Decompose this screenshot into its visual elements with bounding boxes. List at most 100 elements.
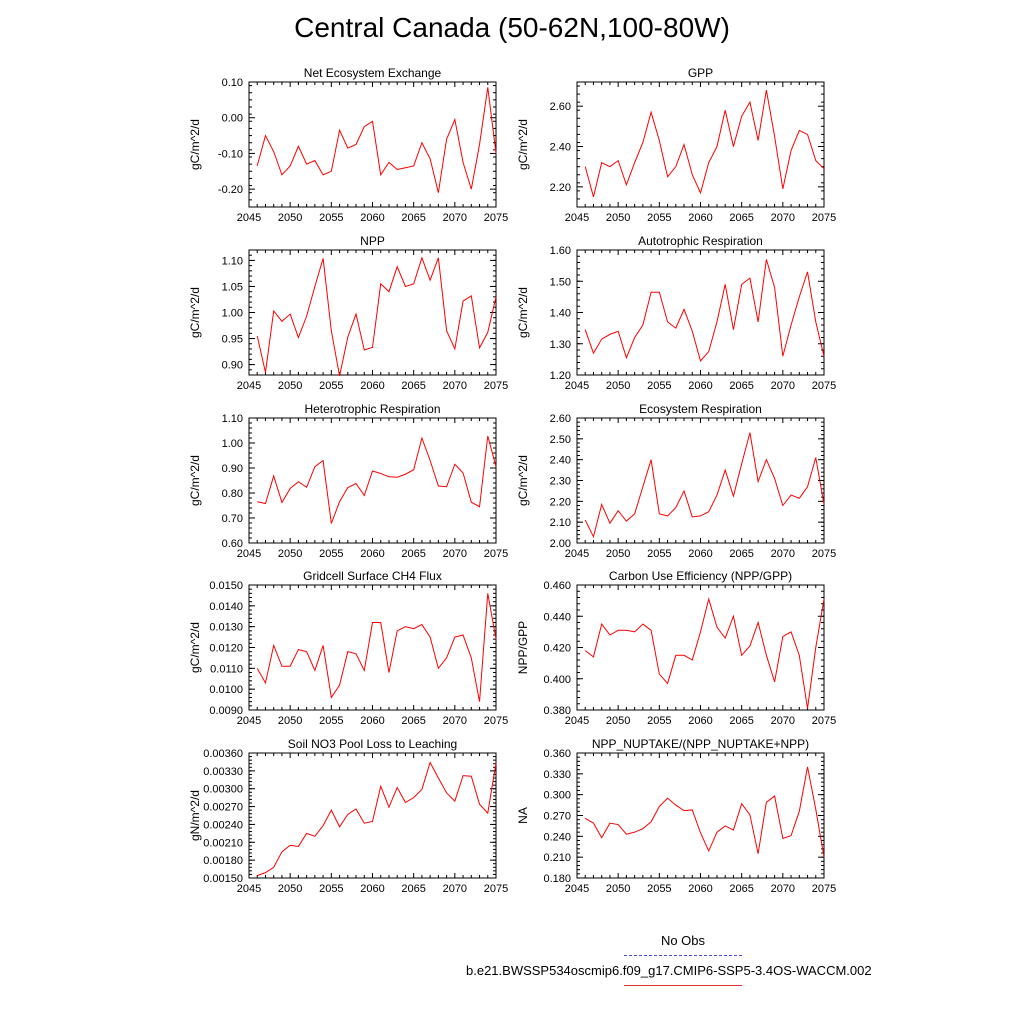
panel-4-ytick-label: 1.10 xyxy=(222,413,243,425)
panel-9-ytick-label: 0.300 xyxy=(543,790,571,802)
panel-0-xtick-label: 2045 xyxy=(237,212,261,224)
panel-7-xtick-label: 2060 xyxy=(688,715,712,727)
panel-4-ytick-label: 0.60 xyxy=(222,538,243,550)
panel-9-ytick-label: 0.270 xyxy=(543,811,571,823)
panel-9-xtick-label: 2075 xyxy=(812,883,836,895)
panel-8-ytick-label: 0.00360 xyxy=(203,748,243,760)
panel-0-ytick-label: -0.10 xyxy=(218,148,243,160)
panel-7-xtick-label: 2075 xyxy=(812,715,836,727)
panel-5-xtick-label: 2060 xyxy=(688,548,712,560)
panel-0-xtick-label: 2055 xyxy=(319,212,343,224)
panel-0-ytick-label: -0.20 xyxy=(218,184,243,196)
panel-0-xtick-label: 2075 xyxy=(484,212,508,224)
panel-8-xtick-label: 2070 xyxy=(443,883,467,895)
panel-0-series-line-0 xyxy=(256,87,497,193)
panel-0-ytick-label: 0.10 xyxy=(222,77,243,89)
panel-4-ytick-label: 0.80 xyxy=(222,488,243,500)
panel-6-plot-frame xyxy=(248,584,497,711)
panel-6-xtick-label: 2065 xyxy=(401,715,425,727)
panel-0-ylabel: gC/m^2/d xyxy=(188,119,202,170)
panel-6-ytick-label: 0.0100 xyxy=(209,684,243,696)
panel-0-xtick-label: 2070 xyxy=(443,212,467,224)
panel-8-ylabel: gN/m^2/d xyxy=(188,790,202,841)
panel-8-plot-frame xyxy=(248,752,497,879)
panel-5-title: Ecosystem Respiration xyxy=(639,402,762,416)
panel-9-xtick-label: 2060 xyxy=(688,883,712,895)
panel-5-ytick-label: 2.10 xyxy=(550,517,571,529)
panel-8-ytick-label: 0.00240 xyxy=(203,819,243,831)
panel-3-series-line-0 xyxy=(584,259,825,362)
panel-7-xtick-label: 2045 xyxy=(565,715,589,727)
panel-1-ytick-label: 2.20 xyxy=(550,182,571,194)
panel-6-ytick-label: 0.0140 xyxy=(209,601,243,613)
panel-8-xtick-label: 2065 xyxy=(401,883,425,895)
panel-8-ytick-label: 0.00330 xyxy=(203,766,243,778)
panel-7-xtick-label: 2055 xyxy=(647,715,671,727)
panel-6-ytick-label: 0.0110 xyxy=(210,663,243,675)
panel-3-ytick-label: 1.30 xyxy=(550,339,571,351)
panel-7-series-line-0 xyxy=(584,597,825,709)
panel-8-xtick-label: 2045 xyxy=(237,883,261,895)
panel-6-xtick-label: 2070 xyxy=(443,715,467,727)
panel-4-xtick-label: 2045 xyxy=(237,548,261,560)
panel-8-ytick-label: 0.00300 xyxy=(203,784,243,796)
panel-8-ytick-label: 0.00150 xyxy=(203,873,243,885)
panel-2-ytick-label: 0.90 xyxy=(222,360,243,372)
panel-5-ytick-label: 2.40 xyxy=(550,455,571,467)
panel-1-xtick-label: 2070 xyxy=(771,212,795,224)
panel-2-ylabel: gC/m^2/d xyxy=(188,287,202,338)
panel-5-xtick-label: 2065 xyxy=(729,548,753,560)
panel-1-plot-frame xyxy=(576,81,825,208)
panel-2-ytick-label: 1.10 xyxy=(222,255,243,267)
panel-8-xtick-label: 2075 xyxy=(484,883,508,895)
panel-2-xtick-label: 2055 xyxy=(319,380,343,392)
panel-2-xtick-label: 2050 xyxy=(278,380,302,392)
panel-2-ytick-label: 1.05 xyxy=(222,281,243,293)
panel-4-ylabel: gC/m^2/d xyxy=(188,455,202,506)
panel-1-xtick-label: 2060 xyxy=(688,212,712,224)
panel-3-xtick-label: 2050 xyxy=(606,380,630,392)
panel-4-xtick-label: 2070 xyxy=(443,548,467,560)
panel-1-ytick-label: 2.40 xyxy=(550,142,571,154)
panel-7-ytick-label: 0.460 xyxy=(543,580,571,592)
panel-0-xtick-label: 2050 xyxy=(278,212,302,224)
panel-2-ytick-label: 0.95 xyxy=(222,334,243,346)
panel-2-plot-frame xyxy=(248,249,497,376)
panel-3-xtick-label: 2060 xyxy=(688,380,712,392)
panel-6-xtick-label: 2060 xyxy=(360,715,384,727)
panel-9-ytick-label: 0.210 xyxy=(543,852,571,864)
panel-9-xtick-label: 2070 xyxy=(771,883,795,895)
panel-5-series-line-0 xyxy=(584,432,825,539)
panel-1-xtick-label: 2065 xyxy=(729,212,753,224)
panel-7-title: Carbon Use Efficiency (NPP/GPP) xyxy=(609,569,792,583)
panel-1-xtick-label: 2055 xyxy=(647,212,671,224)
panel-8-xtick-label: 2055 xyxy=(319,883,343,895)
legend-obs-line xyxy=(624,955,742,956)
panel-9-xtick-label: 2055 xyxy=(647,883,671,895)
panel-7-xtick-label: 2065 xyxy=(729,715,753,727)
panel-8-ytick-label: 0.00180 xyxy=(203,855,243,867)
panel-9-xtick-label: 2065 xyxy=(729,883,753,895)
panel-7-ytick-label: 0.400 xyxy=(543,674,571,686)
panel-6-title: Gridcell Surface CH4 Flux xyxy=(303,569,442,583)
panel-3-title: Autotrophic Respiration xyxy=(638,234,763,248)
panel-1-ytick-label: 2.60 xyxy=(550,101,571,113)
panel-2-xtick-label: 2075 xyxy=(484,380,508,392)
panel-5-ytick-label: 2.20 xyxy=(550,496,571,508)
panel-5-xtick-label: 2045 xyxy=(565,548,589,560)
panel-4-ytick-label: 0.90 xyxy=(222,463,243,475)
panel-3-plot-frame xyxy=(576,249,825,376)
panel-9-ytick-label: 0.330 xyxy=(543,769,571,781)
panel-2-xtick-label: 2045 xyxy=(237,380,261,392)
panel-3-ytick-label: 1.50 xyxy=(550,276,571,288)
panel-8-xtick-label: 2060 xyxy=(360,883,384,895)
panel-3-xtick-label: 2070 xyxy=(771,380,795,392)
panel-3-ytick-label: 1.20 xyxy=(550,370,571,382)
panel-8-ytick-label: 0.00270 xyxy=(203,802,243,814)
panel-9-xtick-label: 2045 xyxy=(565,883,589,895)
panel-6-series-line-0 xyxy=(256,593,497,702)
panel-8-ytick-label: 0.00210 xyxy=(203,837,243,849)
panel-4-xtick-label: 2060 xyxy=(360,548,384,560)
panel-5-ytick-label: 2.60 xyxy=(550,413,571,425)
panel-1-xtick-label: 2050 xyxy=(606,212,630,224)
